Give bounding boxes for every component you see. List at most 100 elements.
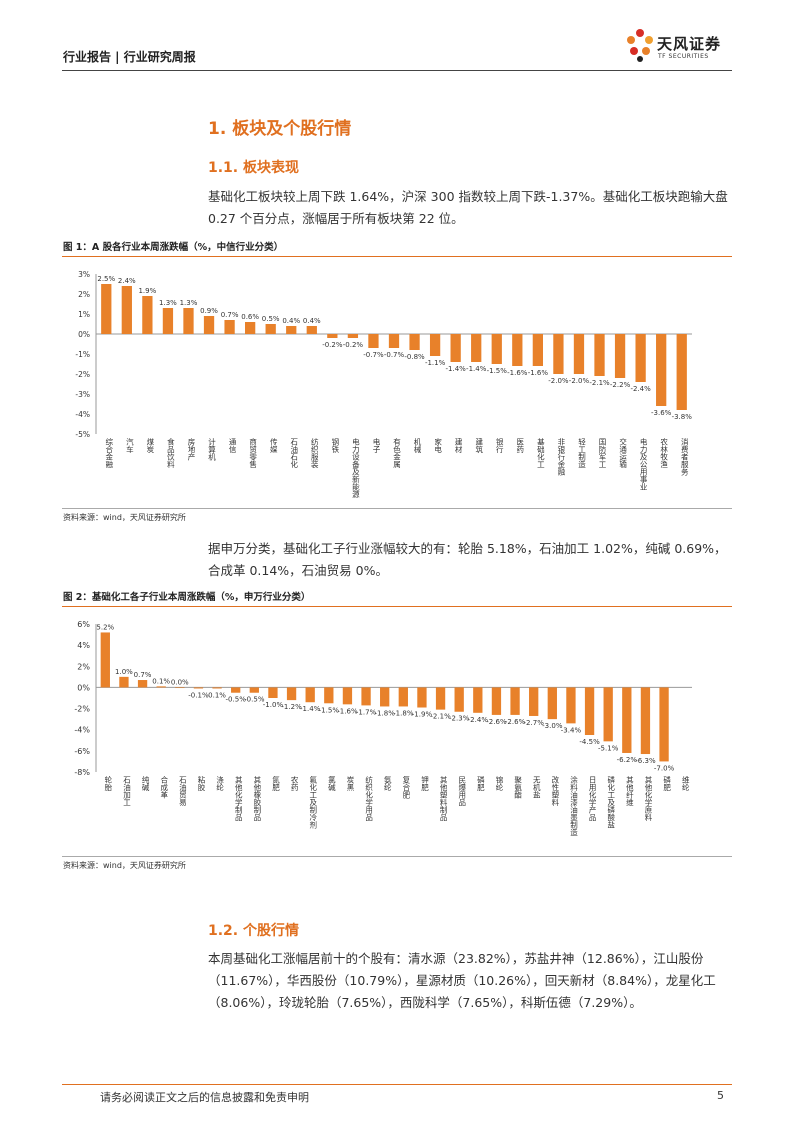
y-tick-label: -2%: [75, 370, 90, 379]
data-label: -1.4%: [466, 365, 487, 373]
logo-name-en: TF SECURITIES: [658, 53, 709, 60]
bar: [510, 687, 520, 715]
data-label: -3.4%: [561, 726, 582, 734]
category-label: 医药: [516, 438, 525, 455]
bar: [327, 334, 338, 338]
data-label: -0.2%: [322, 341, 343, 349]
bar: [380, 687, 390, 707]
category-label: 电子: [372, 437, 381, 454]
y-tick-label: -6%: [74, 747, 90, 756]
data-label: -0.8%: [404, 353, 425, 361]
bar: [529, 687, 539, 716]
bar: [640, 687, 651, 755]
bar: [512, 334, 523, 366]
bar: [603, 687, 613, 742]
data-label: 2.4%: [118, 277, 136, 285]
data-label: -2.0%: [569, 377, 590, 385]
category-label: 其他塑料制品: [439, 776, 448, 823]
y-tick-label: -4%: [75, 410, 90, 419]
y-tick-label: 2%: [77, 662, 90, 671]
bar: [286, 687, 297, 701]
category-label: 计算机: [207, 437, 216, 462]
category-label: 汽车: [125, 437, 134, 455]
bar: [361, 687, 371, 706]
data-label: -1.1%: [425, 359, 446, 367]
bar: [491, 334, 502, 364]
data-label: -0.2%: [343, 341, 364, 349]
data-label: -1.4%: [445, 365, 466, 373]
data-label: -1.8%: [375, 709, 396, 717]
category-label: 炭黑: [346, 776, 355, 793]
bar: [368, 334, 379, 348]
category-label: 电力及公用事业: [639, 437, 648, 491]
data-label: 0.6%: [241, 313, 259, 321]
data-label: -2.4%: [630, 385, 651, 393]
section-heading: 1. 板块及个股行情: [208, 119, 352, 139]
bar: [342, 687, 353, 705]
bar: [156, 686, 166, 688]
category-label: 石油石化: [289, 438, 298, 470]
y-tick-label: 2%: [78, 290, 90, 299]
category-label: 涂料油漆油墨制造: [569, 775, 578, 838]
figure2-source: 资料来源：wind，天风证券研究所: [63, 861, 186, 870]
category-label: 轮胎: [104, 775, 113, 793]
bar: [584, 687, 595, 735]
page-number: 5: [717, 1089, 724, 1102]
bar: [162, 308, 174, 334]
category-label: 家电: [433, 437, 442, 454]
category-label: 银行: [495, 438, 504, 455]
y-tick-label: -2%: [74, 705, 90, 714]
category-label: 聚氨酯: [513, 776, 522, 800]
category-label: 轻工制造: [577, 437, 586, 470]
bar: [286, 326, 297, 334]
bar: [268, 687, 278, 698]
data-label: -2.1%: [430, 713, 451, 721]
company-logo: 天风证券 TF SECURITIES: [625, 27, 735, 67]
y-tick-label: 4%: [77, 641, 90, 650]
bar: [471, 334, 482, 362]
y-tick-label: 1%: [78, 310, 90, 319]
category-label: 其他纤维: [625, 776, 634, 808]
figure1-bottom-rule: [62, 508, 732, 509]
data-label: 1.0%: [115, 668, 133, 676]
category-label: 粘胶: [197, 775, 206, 793]
category-label: 氯碱: [327, 775, 336, 793]
category-label: 农药: [290, 775, 299, 793]
bar: [409, 334, 420, 350]
data-label: -5.1%: [598, 744, 619, 752]
category-label: 农林牧渔: [659, 437, 668, 469]
data-label: -1.5%: [319, 706, 340, 714]
data-label: -0.7%: [384, 351, 405, 359]
figure2-bottom-rule: [62, 856, 732, 857]
bar: [101, 284, 112, 334]
data-label: 2.5%: [97, 275, 115, 283]
category-label: 石油贸易: [178, 776, 187, 808]
figure2-svg: 6% 4% 2% 0% -2% -4% -6% -8% 5.2% 轮胎 1.0% 石油加工 0.7% 纯碱…: [74, 620, 692, 838]
category-label: 涤纶: [215, 775, 224, 792]
stock-performance-paragraph: 本周基础化工涨幅居前十的个股有：清水源（23.82%），苏盐井神（12.86%）…: [208, 951, 716, 1010]
data-label: -2.3%: [449, 715, 470, 723]
bar: [450, 334, 461, 362]
data-label: -1.2%: [281, 703, 302, 711]
figure1-svg: 3% 2% 1% 0% -1% -2% -3% -4% -5% 2.5% 综合金融 2.4% 汽车 1.9…: [75, 270, 692, 499]
sector-performance-paragraph: 基础化工板块较上周下跌 1.64%，沪深 300 指数较上周下跌-1.37%。基…: [208, 189, 728, 226]
report-header-title: 行业报告 | 行业研究周报: [63, 50, 196, 64]
bar: [137, 680, 148, 688]
bar: [203, 316, 215, 334]
category-label: 磷肥: [662, 775, 671, 793]
bar: [265, 324, 276, 334]
data-label: -2.0%: [548, 377, 569, 385]
figure1-source: 资料来源：wind，天风证券研究所: [63, 513, 186, 522]
bar: [347, 334, 359, 338]
category-label: 日用化学产品: [588, 776, 597, 823]
footer-disclaimer: 请务必阅读正文之后的信息披露和免责申明: [100, 1091, 309, 1104]
category-label: 钢铁: [331, 437, 340, 455]
data-label: -7.0%: [654, 764, 675, 772]
data-label: 0.7%: [221, 311, 239, 319]
data-label: -3.6%: [651, 409, 672, 417]
bar: [305, 687, 315, 703]
figure2-top-rule: [62, 606, 732, 607]
data-label: -6.2%: [617, 756, 638, 764]
y-tick-label: -5%: [75, 430, 90, 439]
data-label: 1.3%: [159, 299, 177, 307]
